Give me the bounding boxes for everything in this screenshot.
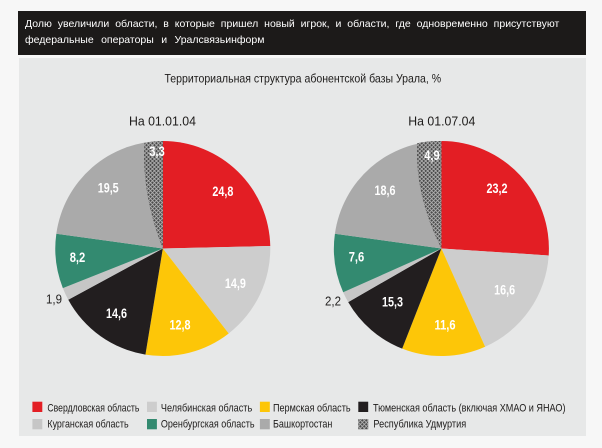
svg-text:19,5: 19,5 <box>98 181 119 196</box>
svg-text:7,6: 7,6 <box>349 250 365 265</box>
svg-text:Пермская область: Пермская область <box>273 402 351 414</box>
svg-text:Башкортостан: Башкортостан <box>273 418 332 430</box>
svg-text:15,3: 15,3 <box>382 294 403 309</box>
svg-text:На 01.07.04: На 01.07.04 <box>408 113 475 128</box>
svg-text:23,2: 23,2 <box>487 181 508 196</box>
svg-text:2,2: 2,2 <box>325 294 341 308</box>
svg-text:12,8: 12,8 <box>170 317 191 332</box>
svg-text:Свердловская область: Свердловская область <box>47 402 139 414</box>
svg-text:Территориальная структура абон: Территориальная структура абонентской ба… <box>164 72 441 86</box>
svg-text:18,6: 18,6 <box>375 183 396 198</box>
svg-text:11,6: 11,6 <box>435 318 456 333</box>
svg-text:4,9: 4,9 <box>424 148 440 163</box>
svg-text:3,3: 3,3 <box>149 144 165 159</box>
svg-text:Челябинская область: Челябинская область <box>161 402 253 414</box>
svg-text:1,9: 1,9 <box>46 292 62 306</box>
svg-text:Тюменская область (включая ХМА: Тюменская область (включая ХМАО и ЯНАО) <box>373 402 566 414</box>
svg-text:Республика Удмуртия: Республика Удмуртия <box>373 418 466 430</box>
svg-text:16,6: 16,6 <box>494 283 515 298</box>
svg-text:14,9: 14,9 <box>225 276 246 291</box>
svg-text:На 01.01.04: На 01.01.04 <box>129 113 196 128</box>
svg-text:24,8: 24,8 <box>212 184 233 199</box>
svg-text:Оренбургская область: Оренбургская область <box>161 418 255 430</box>
svg-text:14,6: 14,6 <box>106 306 127 321</box>
svg-text:Курганская область: Курганская область <box>47 418 128 430</box>
svg-text:8,2: 8,2 <box>70 250 86 265</box>
